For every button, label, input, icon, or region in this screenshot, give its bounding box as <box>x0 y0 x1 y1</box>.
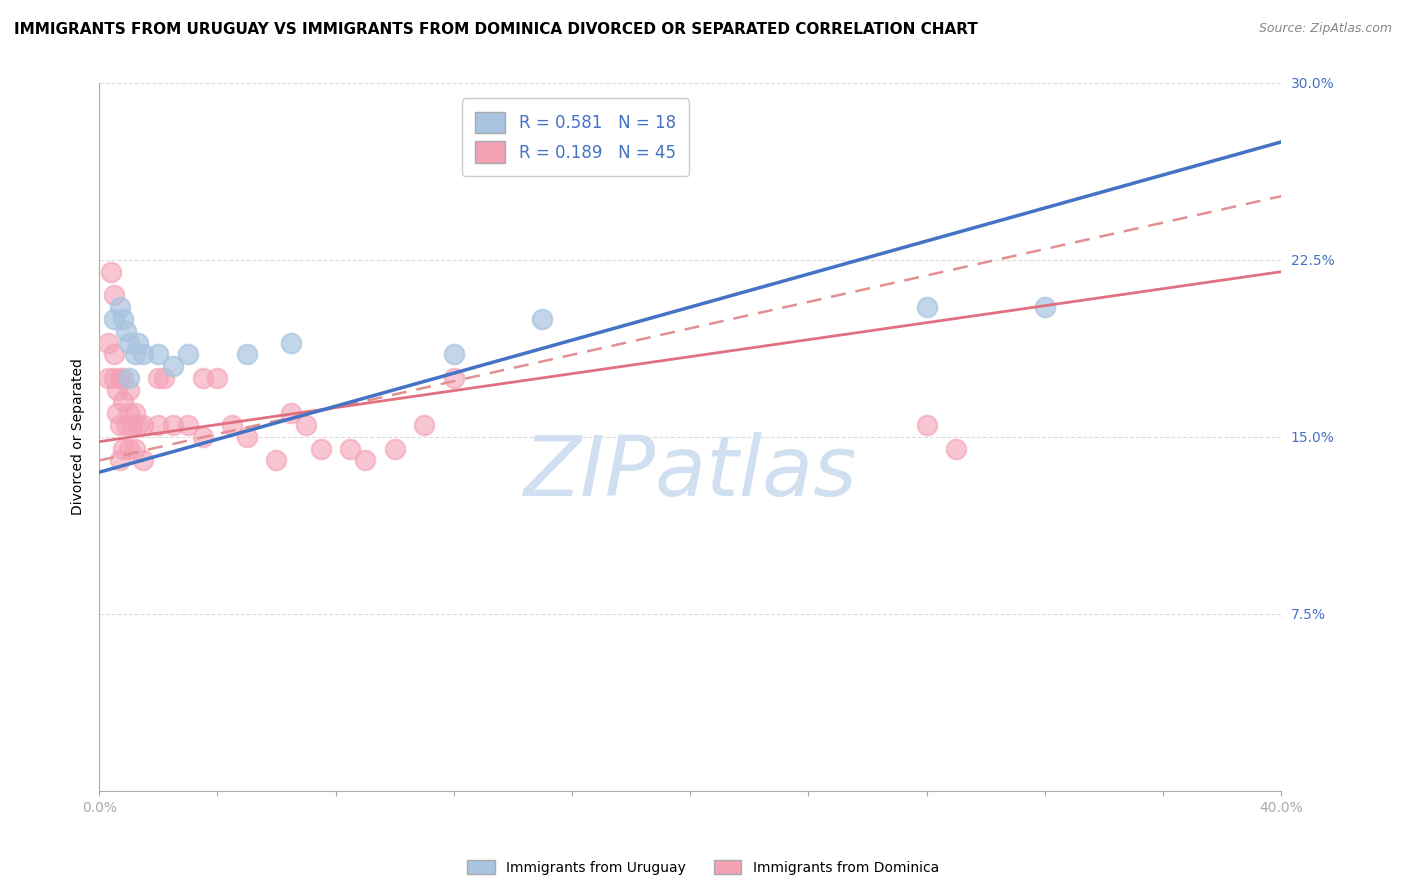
Point <box>105 383 128 397</box>
Point <box>280 335 302 350</box>
Point <box>148 371 170 385</box>
Point <box>280 406 302 420</box>
Point <box>443 347 465 361</box>
Point <box>413 418 436 433</box>
Point <box>132 453 155 467</box>
Point <box>111 394 134 409</box>
Point <box>153 371 176 385</box>
Point <box>236 430 259 444</box>
Point <box>111 312 134 326</box>
Point <box>108 453 131 467</box>
Point <box>100 265 122 279</box>
Point <box>295 418 318 433</box>
Point <box>118 406 141 420</box>
Point <box>118 371 141 385</box>
Point <box>127 418 149 433</box>
Point <box>111 371 134 385</box>
Point <box>127 335 149 350</box>
Text: Source: ZipAtlas.com: Source: ZipAtlas.com <box>1258 22 1392 36</box>
Point <box>162 418 184 433</box>
Point <box>384 442 406 456</box>
Point <box>309 442 332 456</box>
Text: IMMIGRANTS FROM URUGUAY VS IMMIGRANTS FROM DOMINICA DIVORCED OR SEPARATED CORREL: IMMIGRANTS FROM URUGUAY VS IMMIGRANTS FR… <box>14 22 979 37</box>
Point <box>207 371 229 385</box>
Point <box>177 347 200 361</box>
Point <box>121 418 143 433</box>
Point <box>118 335 141 350</box>
Point <box>915 300 938 314</box>
Legend: Immigrants from Uruguay, Immigrants from Dominica: Immigrants from Uruguay, Immigrants from… <box>461 855 945 880</box>
Point <box>103 347 125 361</box>
Point <box>443 371 465 385</box>
Point <box>103 371 125 385</box>
Point <box>191 371 214 385</box>
Text: ZIPatlas: ZIPatlas <box>523 432 858 513</box>
Point <box>221 418 243 433</box>
Point <box>114 418 136 433</box>
Point <box>177 418 200 433</box>
Point <box>236 347 259 361</box>
Point <box>124 442 146 456</box>
Point <box>124 347 146 361</box>
Point <box>266 453 288 467</box>
Point <box>354 453 377 467</box>
Point <box>132 347 155 361</box>
Point <box>105 406 128 420</box>
Point <box>97 335 120 350</box>
Point <box>97 371 120 385</box>
Point <box>111 442 134 456</box>
Point <box>148 347 170 361</box>
Point <box>124 406 146 420</box>
Point <box>531 312 554 326</box>
Point <box>148 418 170 433</box>
Point <box>103 312 125 326</box>
Point <box>339 442 361 456</box>
Point <box>162 359 184 373</box>
Point <box>132 418 155 433</box>
Legend: R = 0.581   N = 18, R = 0.189   N = 45: R = 0.581 N = 18, R = 0.189 N = 45 <box>463 98 689 177</box>
Point <box>1033 300 1056 314</box>
Point <box>103 288 125 302</box>
Point <box>108 371 131 385</box>
Point <box>108 418 131 433</box>
Y-axis label: Divorced or Separated: Divorced or Separated <box>72 359 86 516</box>
Point <box>945 442 967 456</box>
Point <box>114 324 136 338</box>
Point <box>108 300 131 314</box>
Point <box>118 383 141 397</box>
Point <box>118 442 141 456</box>
Point <box>191 430 214 444</box>
Point <box>915 418 938 433</box>
